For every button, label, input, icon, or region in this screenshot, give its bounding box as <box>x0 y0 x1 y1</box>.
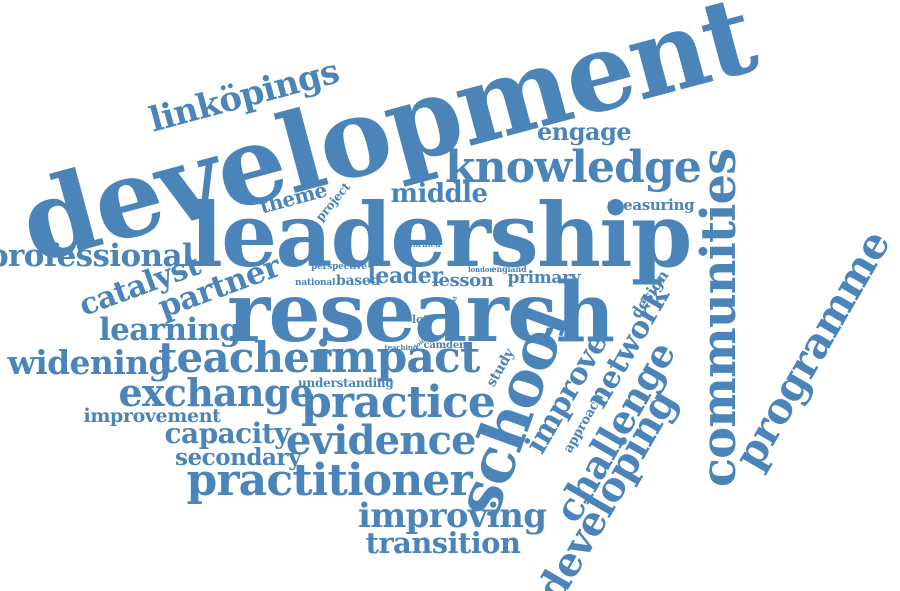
word-improvement: improvement <box>83 404 221 427</box>
word-exchange: exchange <box>118 370 314 415</box>
word-leadership: leadership <box>189 183 693 287</box>
word-evidence: evidence <box>286 417 477 464</box>
word-measuring: measuring <box>607 195 695 214</box>
word-based: based <box>336 273 381 289</box>
word-lesson: lesson <box>432 270 494 291</box>
word-middle: middle <box>390 179 489 209</box>
word-camden: camden <box>423 340 467 351</box>
word-engage: engage <box>537 117 632 146</box>
word-london: london <box>468 264 495 274</box>
word-teacher: teacher <box>158 333 331 382</box>
word-teaching: teaching <box>384 342 418 352</box>
word-lot: lot <box>412 312 428 326</box>
word-programme: programme <box>723 222 900 478</box>
word-transition: transition <box>365 525 522 560</box>
word-knowledge: knowledge <box>445 142 702 193</box>
word-understanding: understanding <box>298 376 394 390</box>
word-national: national <box>295 277 336 288</box>
word-improving: improving <box>358 496 547 536</box>
word-widening: widening <box>7 342 172 382</box>
word-practice: practice <box>301 377 496 428</box>
word-secondary: secondary <box>175 443 301 471</box>
word-practitioner: practitioner <box>186 455 473 506</box>
word-learning: learning <box>99 311 241 348</box>
word-leader: leader <box>367 263 443 289</box>
word-perspective: perspective <box>311 261 367 272</box>
word-impact: impact <box>315 332 480 383</box>
word-england: england <box>491 264 527 274</box>
word-research: research <box>227 265 615 361</box>
word-professional: professional <box>0 237 194 274</box>
word-primary: primary <box>507 267 581 288</box>
word-capacity: capacity <box>164 417 291 450</box>
word-informed: informed <box>401 239 441 249</box>
